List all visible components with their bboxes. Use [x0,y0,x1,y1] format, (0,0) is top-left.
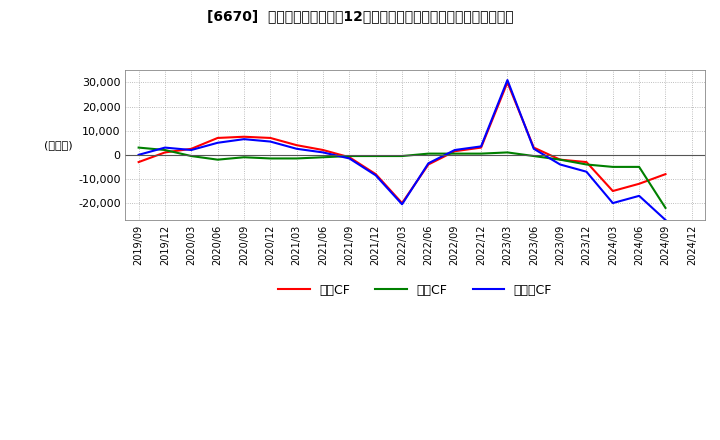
フリーCF [292,146,301,151]
営業CF [161,150,169,155]
投賃CF [213,157,222,162]
投賃CF [608,164,617,169]
営業CF [397,201,406,206]
フリーCF [503,77,512,83]
投賃CF [661,205,670,211]
投賃CF [556,157,564,162]
フリーCF [556,162,564,167]
フリーCF [240,136,248,142]
フリーCF [477,144,485,149]
投賃CF [292,156,301,161]
Line: 営業CF: 営業CF [139,82,665,203]
営業CF [608,188,617,194]
投賃CF [187,154,196,159]
営業CF [345,154,354,160]
営業CF [372,172,380,177]
投賃CF [372,154,380,159]
Line: フリーCF: フリーCF [139,80,665,220]
フリーCF [319,150,328,155]
営業CF [266,136,274,141]
営業CF [213,136,222,141]
フリーCF [372,173,380,178]
フリーCF [529,146,538,151]
Line: 投賃CF: 投賃CF [139,147,665,208]
営業CF [187,146,196,151]
フリーCF [451,147,459,153]
フリーCF [266,139,274,144]
投賃CF [397,154,406,159]
投賃CF [451,151,459,156]
フリーCF [424,161,433,166]
投賃CF [266,156,274,161]
フリーCF [397,202,406,207]
投賃CF [345,154,354,159]
Legend: 営業CF, 投賃CF, フリーCF: 営業CF, 投賃CF, フリーCF [274,279,557,301]
投賃CF [503,150,512,155]
営業CF [135,159,143,165]
営業CF [503,80,512,85]
投賃CF [477,151,485,156]
フリーCF [187,147,196,153]
営業CF [582,159,591,165]
営業CF [477,145,485,150]
営業CF [424,162,433,167]
営業CF [451,149,459,154]
営業CF [292,143,301,148]
営業CF [635,181,644,187]
営業CF [319,147,328,153]
フリーCF [213,140,222,145]
投賃CF [240,154,248,160]
投賃CF [635,164,644,169]
フリーCF [135,152,143,158]
営業CF [556,157,564,162]
投賃CF [161,147,169,153]
フリーCF [582,169,591,174]
投賃CF [529,154,538,159]
営業CF [661,172,670,177]
フリーCF [345,156,354,161]
Y-axis label: (百万円): (百万円) [44,140,73,150]
営業CF [240,134,248,139]
Text: [6670]  キャッシュフローの12か月移動合計の対前年同期増減額の推移: [6670] キャッシュフローの12か月移動合計の対前年同期増減額の推移 [207,9,513,23]
投賃CF [135,145,143,150]
フリーCF [608,201,617,206]
投賃CF [424,151,433,156]
投賃CF [582,162,591,167]
フリーCF [635,193,644,198]
フリーCF [661,217,670,223]
営業CF [529,145,538,150]
フリーCF [161,145,169,150]
投賃CF [319,154,328,160]
